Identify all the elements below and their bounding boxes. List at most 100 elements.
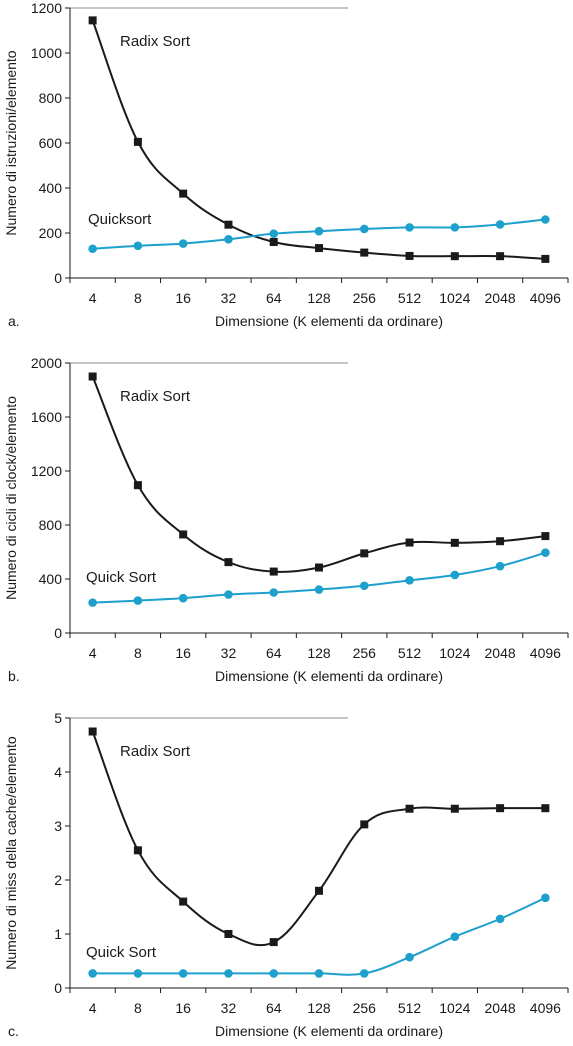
- quicksort-point: [495, 561, 505, 571]
- x-tick-label: 128: [307, 1000, 331, 1016]
- x-tick-label: 64: [266, 645, 282, 661]
- x-axis-label: Dimensione (K elementi da ordinare): [215, 1023, 443, 1039]
- x-tick-label: 16: [175, 1000, 191, 1016]
- x-tick-label: 8: [134, 645, 142, 661]
- quicksort-point: [450, 223, 460, 232]
- quicksort-point: [178, 593, 188, 603]
- radix-sort-point: [224, 220, 233, 229]
- quicksort-line: [92, 896, 546, 976]
- quicksort-point: [314, 969, 324, 978]
- quicksort-point: [359, 581, 369, 591]
- quicksort-point: [133, 969, 143, 978]
- radix-sort-point: [269, 938, 278, 947]
- x-tick-label: 4096: [530, 290, 561, 306]
- y-axis-label: Numero di miss della cache/elemento: [3, 736, 19, 970]
- quicksort-point: [133, 596, 143, 605]
- y-tick-label: 2000: [31, 355, 62, 371]
- quicksort-line: [92, 551, 546, 604]
- radix-sort-point: [450, 804, 459, 813]
- quicksort-point: [178, 239, 188, 248]
- y-tick-label: 0: [54, 625, 62, 641]
- y-axis-label: Numero di istruzioni/elemento: [3, 50, 19, 235]
- quicksort-point: [495, 220, 505, 229]
- panel-label: a.: [8, 313, 20, 329]
- x-tick-label: 256: [353, 645, 377, 661]
- x-tick-label: 2048: [485, 645, 516, 661]
- x-axis-label: Dimensione (K elementi da ordinare): [215, 313, 443, 329]
- radix-sort-point: [405, 251, 414, 260]
- x-tick-label: 256: [353, 290, 377, 306]
- x-tick-label: 4: [89, 645, 97, 661]
- radix-sort-point: [269, 238, 278, 246]
- y-tick-label: 1600: [31, 409, 62, 425]
- y-tick-label: 400: [39, 571, 63, 587]
- y-tick-label: 1: [54, 926, 62, 942]
- x-tick-label: 128: [307, 645, 331, 661]
- radix-sort-point: [133, 846, 142, 855]
- chart-panel-1: 0 200 400 600 800 1000 1200 4 8 16 32 64 128 256 512 10…: [3, 0, 569, 329]
- x-tick-label: 1024: [439, 1000, 470, 1016]
- radix-sort-point: [360, 820, 369, 829]
- quicksort-label: Quicksort: [88, 211, 152, 228]
- x-tick-label: 4: [89, 290, 97, 306]
- quicksort-point: [405, 576, 414, 585]
- quicksort-point: [405, 952, 414, 962]
- x-tick-label: 1024: [439, 645, 470, 661]
- x-tick-label: 16: [175, 645, 191, 661]
- y-tick-label: 400: [39, 180, 63, 196]
- x-tick-label: 4: [89, 1000, 97, 1016]
- radix-sort-point: [405, 804, 414, 813]
- radix-sort-point: [496, 804, 505, 813]
- radix-sort-point: [179, 897, 188, 906]
- chart-panel-3: 0 1 2 3 4 5 4 8 16 32 64 128 256 512 1024 2048 4096 Dimen…: [3, 710, 569, 1039]
- quicksort-point: [224, 590, 233, 599]
- y-tick-label: 600: [39, 135, 63, 151]
- radix-sort-point: [88, 727, 97, 736]
- radix-sort-label: Radix Sort: [120, 33, 191, 50]
- quicksort-point: [405, 223, 414, 232]
- chart-panel-2: 0 400 800 1200 1600 2000 4 8 16 32 64 128 256 512 1024…: [3, 355, 569, 684]
- quicksort-point: [269, 229, 279, 238]
- x-tick-label: 32: [221, 1000, 237, 1016]
- x-tick-label: 512: [398, 290, 422, 306]
- x-tick-label: 4096: [530, 645, 561, 661]
- quicksort-label: Quick Sort: [86, 569, 157, 586]
- x-tick-label: 64: [266, 290, 282, 306]
- y-tick-label: 1200: [31, 463, 62, 479]
- y-tick-label: 1000: [31, 45, 62, 61]
- radix-sort-label: Radix Sort: [120, 388, 191, 405]
- quicksort-point: [450, 570, 460, 580]
- radix-sort-point: [360, 549, 369, 558]
- radix-sort-point: [315, 563, 323, 572]
- x-tick-label: 32: [221, 290, 237, 306]
- y-tick-label: 5: [54, 710, 62, 726]
- y-tick-label: 4: [54, 764, 62, 780]
- quicksort-point: [495, 914, 505, 924]
- radix-sort-point: [360, 248, 369, 257]
- radix-sort-point: [133, 481, 142, 490]
- x-tick-label: 8: [134, 1000, 142, 1016]
- radix-sort-point: [315, 886, 323, 895]
- panel-label: b.: [8, 668, 20, 684]
- radix-sort-point: [541, 804, 550, 813]
- x-tick-label: 2048: [485, 1000, 516, 1016]
- quicksort-point: [178, 969, 188, 978]
- y-tick-label: 800: [39, 517, 63, 533]
- radix-sort-point: [496, 537, 505, 546]
- radix-sort-point: [224, 558, 233, 567]
- y-tick-label: 1200: [31, 0, 62, 16]
- quicksort-point: [269, 969, 279, 978]
- radix-sort-point: [88, 372, 97, 381]
- quicksort-point: [359, 969, 369, 978]
- x-tick-label: 1024: [439, 290, 470, 306]
- radix-sort-point: [450, 538, 459, 547]
- y-tick-label: 3: [54, 818, 62, 834]
- quicksort-point: [541, 548, 550, 557]
- radix-sort-point: [269, 567, 278, 576]
- quicksort-point: [541, 215, 550, 224]
- radix-sort-line: [91, 20, 546, 260]
- quicksort-point: [269, 588, 279, 597]
- x-tick-label: 512: [398, 1000, 422, 1016]
- x-axis-label: Dimensione (K elementi da ordinare): [215, 668, 443, 684]
